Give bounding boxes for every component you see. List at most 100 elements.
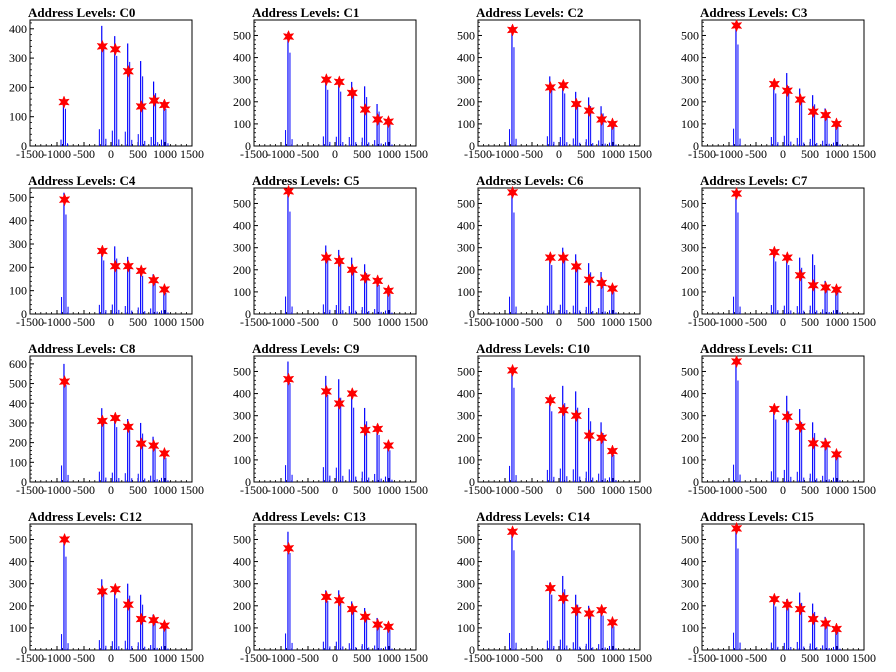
x-tick-label: 1500	[180, 315, 204, 329]
y-tick-label: 100	[9, 621, 27, 635]
peak-marker	[282, 372, 295, 386]
panel-title: Address Levels: C14	[476, 509, 590, 524]
y-tick-label: 400	[457, 387, 475, 401]
y-tick-label: 0	[469, 475, 475, 489]
plot-frame	[29, 187, 193, 315]
x-tick-label: 1500	[180, 651, 204, 665]
x-tick-label: -1000	[267, 315, 295, 329]
y-tick-label: 300	[9, 237, 27, 251]
y-tick-label: 600	[9, 357, 27, 371]
y-tick-label: 200	[681, 263, 699, 277]
x-tick-label: -1500	[240, 315, 268, 329]
y-tick-label: 0	[245, 307, 251, 321]
y-tick-label: 400	[233, 387, 251, 401]
x-tick-label: -1500	[240, 147, 268, 161]
peak-marker	[122, 597, 135, 612]
x-tick-label: -500	[745, 315, 767, 329]
peak-marker	[830, 447, 843, 462]
peak-marker	[606, 615, 619, 630]
x-tick-label: 500	[129, 483, 147, 497]
peak-marker	[583, 606, 596, 621]
peak-marker	[595, 112, 608, 127]
plot-frame	[253, 355, 417, 483]
y-tick-label: 500	[457, 364, 475, 378]
y-tick-label: 0	[469, 139, 475, 153]
peak-marker	[147, 438, 160, 453]
y-tick-label: 200	[457, 263, 475, 277]
y-tick-label: 300	[457, 409, 475, 423]
x-tick-label: -500	[297, 315, 319, 329]
peak-marker	[109, 582, 122, 596]
x-tick-label: -1000	[267, 483, 295, 497]
y-tick-label: 400	[681, 219, 699, 233]
x-tick-label: 1000	[153, 315, 177, 329]
peak-marker	[333, 254, 346, 268]
histogram-panel: 0 100 200 300 400 -1500 -1000 -500 0 500 1000 1500 A…	[0, 0, 224, 168]
y-tick-label: 0	[245, 643, 251, 657]
x-tick-label: -1000	[267, 147, 295, 161]
x-tick-label: 1500	[852, 147, 876, 161]
x-tick-label: -500	[521, 315, 543, 329]
peak-marker	[109, 259, 122, 273]
peak-marker	[382, 438, 395, 453]
peak-marker	[282, 184, 295, 199]
y-tick-label: 0	[245, 139, 251, 153]
peak-marker	[819, 616, 832, 631]
peak-marker	[58, 192, 71, 207]
histogram-panel: 0 100 200 300 400 500 -1500 -1000 -500 0 500 1000 15…	[0, 168, 224, 336]
x-tick-label: -1000	[267, 651, 295, 665]
x-tick-label: -1500	[688, 651, 716, 665]
plot-canvas: 0 100 200 300 400 500 -1500 -1000 -500 0 500 1000 15…	[681, 186, 876, 329]
peak-marker	[544, 250, 557, 265]
histogram-panel: 0 100 200 300 400 500 -1500 -1000 -500 0 500 1000 15…	[672, 168, 896, 336]
peak-marker	[595, 276, 608, 290]
y-tick-label: 0	[21, 139, 27, 153]
histogram-panel: 0 100 200 300 400 500 -1500 -1000 -500 0 500 1000 15…	[448, 504, 672, 672]
plot-canvas: 0 100 200 300 400 500 -1500 -1000 -500 0 500 1000 15…	[9, 187, 204, 329]
plot-frame	[29, 19, 193, 147]
x-tick-label: 0	[556, 483, 562, 497]
y-tick-label: 100	[457, 621, 475, 635]
x-tick-label: 0	[780, 315, 786, 329]
plot-frame	[701, 19, 865, 147]
x-tick-label: 500	[577, 147, 595, 161]
peak-marker	[570, 259, 583, 274]
peak-marker	[371, 112, 384, 127]
histogram-panel: 0 100 200 300 400 500 -1500 -1000 -500 0 500 1000 15…	[448, 0, 672, 168]
x-tick-label: 1500	[628, 483, 652, 497]
x-tick-label: -1000	[715, 315, 743, 329]
histogram-panel: 0 100 200 300 400 500 -1500 -1000 -500 0 500 1000 15…	[672, 336, 896, 504]
panel-title: Address Levels: C8	[28, 341, 136, 356]
y-tick-label: 500	[681, 196, 699, 210]
y-tick-label: 500	[233, 28, 251, 42]
peak-marker	[557, 591, 570, 605]
plot-frame	[477, 187, 641, 315]
x-tick-label: -500	[73, 147, 95, 161]
peak-marker	[830, 282, 843, 297]
y-tick-label: 0	[693, 307, 699, 321]
x-tick-label: 1000	[601, 147, 625, 161]
peak-marker	[135, 264, 148, 278]
y-tick-label: 200	[233, 263, 251, 277]
peak-marker	[781, 84, 794, 98]
y-tick-label: 500	[233, 532, 251, 546]
histogram-panel: 0 100 200 300 400 500 -1500 -1000 -500 0 500 1000 15…	[224, 0, 448, 168]
y-tick-label: 300	[9, 416, 27, 430]
panel-title: Address Levels: C7	[700, 173, 808, 188]
x-tick-label: -1500	[688, 483, 716, 497]
x-tick-label: 1000	[601, 483, 625, 497]
plot-canvas: 0 100 200 300 400 500 600 -1500 -1000 -500 0 500 100…	[9, 355, 204, 497]
x-tick-label: 1500	[404, 483, 428, 497]
x-tick-label: -500	[521, 147, 543, 161]
x-tick-label: -500	[73, 651, 95, 665]
peak-marker	[158, 282, 171, 297]
peak-marker	[371, 617, 384, 632]
x-tick-label: 0	[108, 483, 114, 497]
x-tick-label: -1000	[43, 483, 71, 497]
peak-marker	[544, 80, 557, 95]
y-tick-label: 100	[9, 284, 27, 298]
peak-marker	[333, 593, 346, 607]
panel-title: Address Levels: C3	[700, 5, 808, 20]
peak-marker	[506, 23, 519, 37]
peak-marker	[148, 93, 160, 108]
